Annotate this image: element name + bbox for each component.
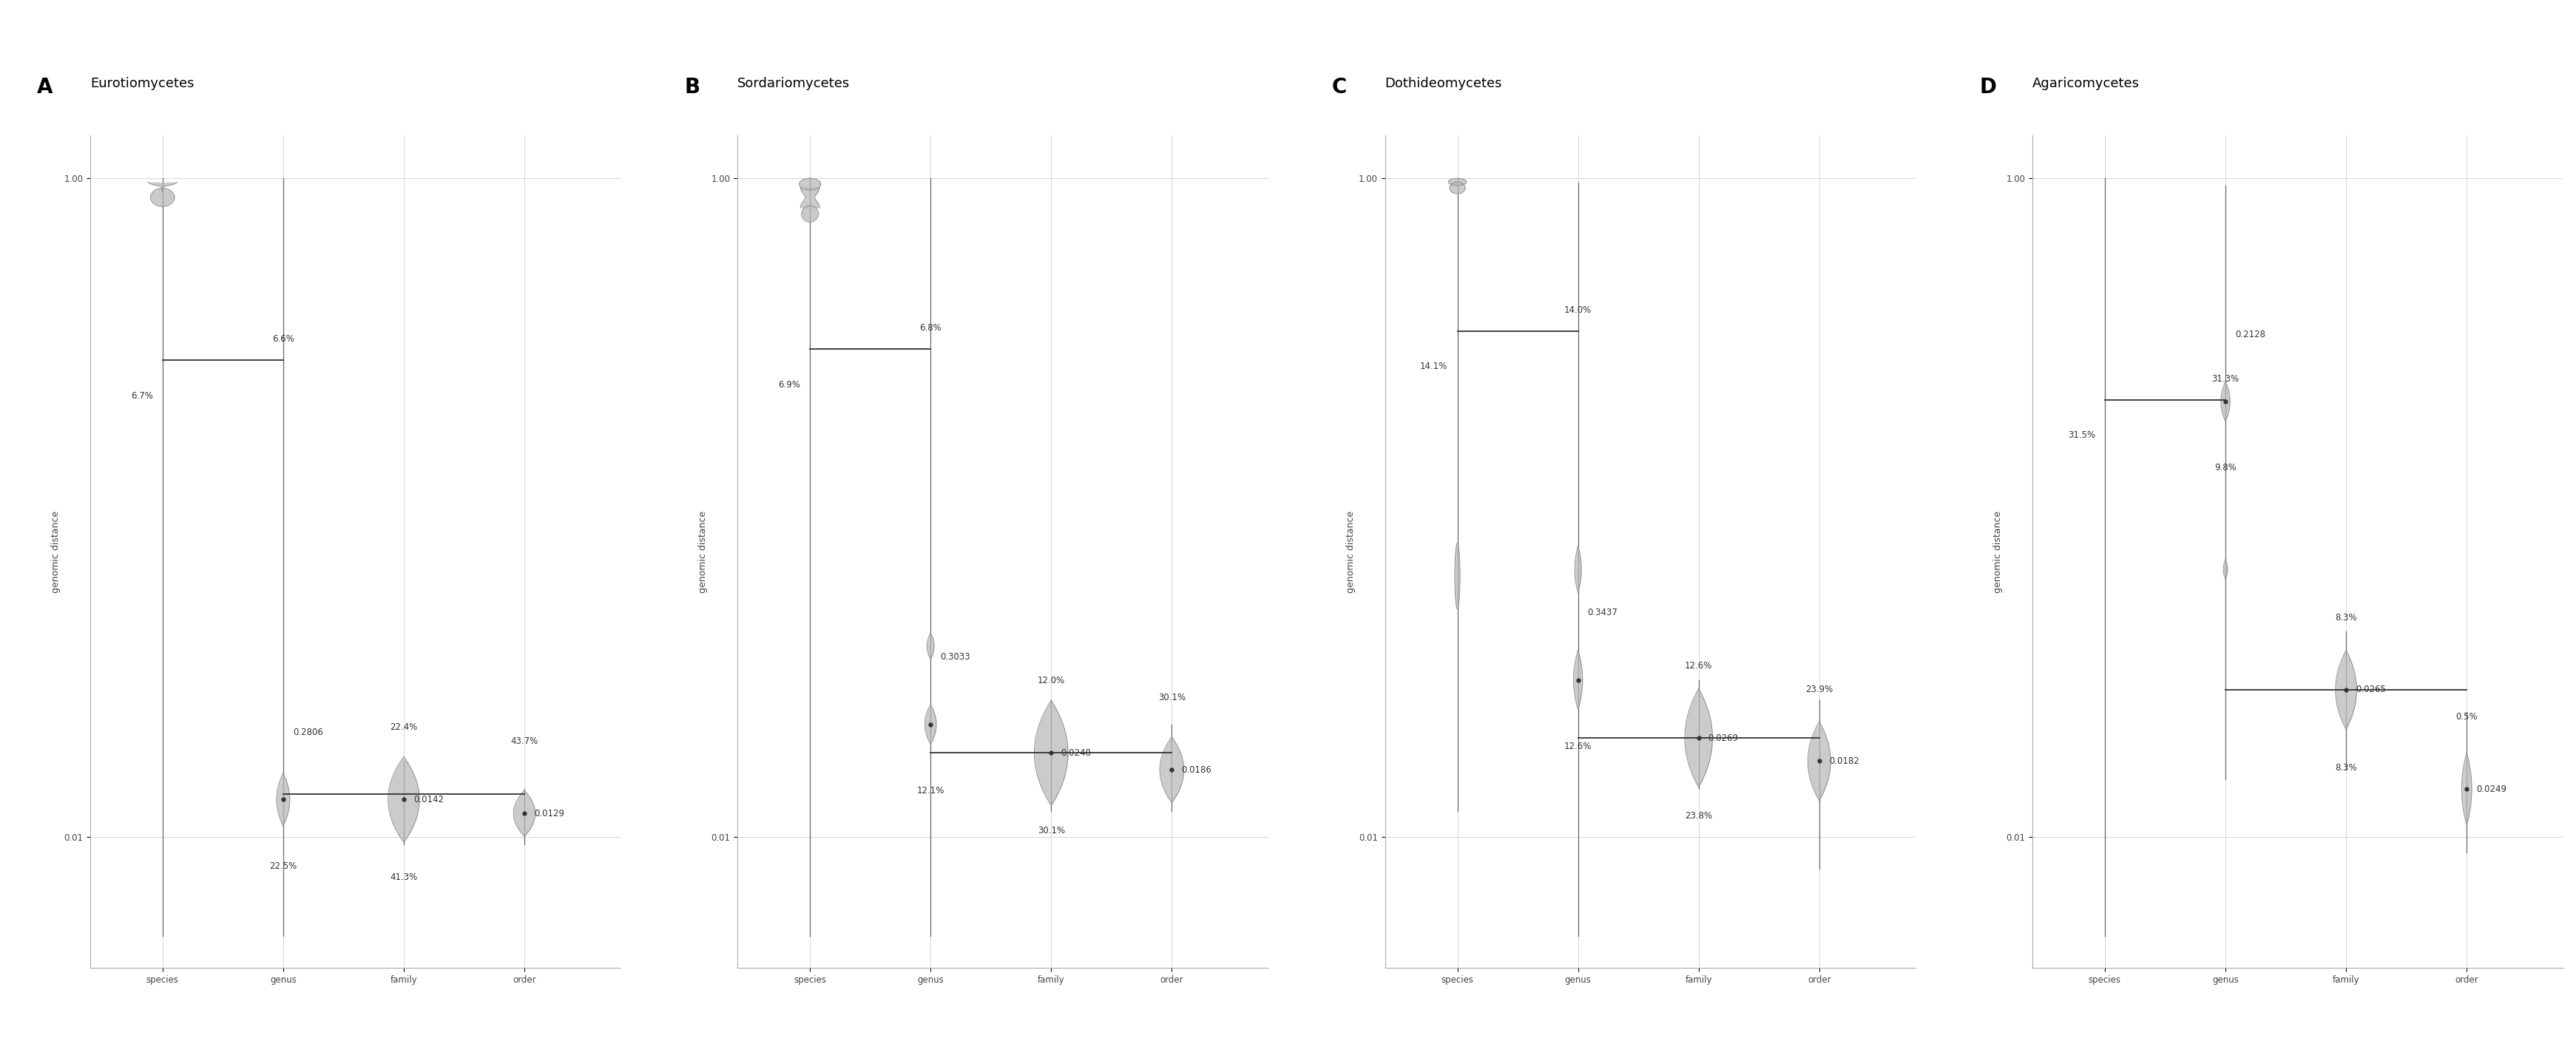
Text: 30.1%: 30.1% bbox=[1159, 693, 1185, 703]
Text: 31.3%: 31.3% bbox=[2213, 374, 2239, 383]
Text: 9.8%: 9.8% bbox=[2215, 463, 2236, 473]
Text: 6.7%: 6.7% bbox=[131, 390, 152, 401]
Text: 0.0249: 0.0249 bbox=[2476, 784, 2506, 793]
Text: 41.3%: 41.3% bbox=[389, 872, 417, 882]
Text: 23.9%: 23.9% bbox=[1806, 684, 1834, 694]
Text: 22.4%: 22.4% bbox=[389, 722, 417, 732]
Y-axis label: genomic distance: genomic distance bbox=[698, 511, 708, 592]
Y-axis label: genomic distance: genomic distance bbox=[52, 511, 62, 592]
Text: 12.6%: 12.6% bbox=[1564, 741, 1592, 752]
Text: 8.3%: 8.3% bbox=[2334, 763, 2357, 772]
Text: 14.0%: 14.0% bbox=[1564, 305, 1592, 314]
Polygon shape bbox=[799, 178, 822, 191]
Text: 0.0142: 0.0142 bbox=[412, 794, 443, 805]
Polygon shape bbox=[801, 205, 819, 222]
Text: C: C bbox=[1332, 77, 1347, 98]
Text: A: A bbox=[36, 77, 54, 98]
Polygon shape bbox=[1448, 178, 1466, 185]
Text: 0.3033: 0.3033 bbox=[940, 653, 971, 662]
Text: 22.5%: 22.5% bbox=[270, 861, 296, 870]
Text: 6.9%: 6.9% bbox=[778, 380, 801, 389]
Text: 0.3437: 0.3437 bbox=[1587, 608, 1618, 617]
Text: 0.0265: 0.0265 bbox=[2354, 685, 2385, 694]
Text: 14.1%: 14.1% bbox=[1419, 362, 1448, 372]
Text: 0.0182: 0.0182 bbox=[1829, 757, 1860, 766]
Text: Agaricomycetes: Agaricomycetes bbox=[2032, 77, 2141, 91]
Text: Sordariomycetes: Sordariomycetes bbox=[737, 77, 850, 91]
Text: 0.2128: 0.2128 bbox=[2236, 330, 2264, 339]
Text: 31.5%: 31.5% bbox=[2069, 430, 2094, 440]
Y-axis label: genomic distance: genomic distance bbox=[1345, 511, 1355, 592]
Text: 6.6%: 6.6% bbox=[273, 334, 294, 344]
Text: 0.5%: 0.5% bbox=[2455, 712, 2478, 721]
Text: D: D bbox=[1978, 77, 1996, 98]
Text: 0.0129: 0.0129 bbox=[533, 809, 564, 818]
Text: 12.0%: 12.0% bbox=[1038, 676, 1064, 686]
Text: 43.7%: 43.7% bbox=[510, 737, 538, 746]
Text: B: B bbox=[685, 77, 701, 98]
Y-axis label: genomic distance: genomic distance bbox=[1994, 511, 2004, 592]
Polygon shape bbox=[1450, 182, 1466, 194]
Text: 0.0186: 0.0186 bbox=[1182, 765, 1211, 775]
Text: 0.0269: 0.0269 bbox=[1708, 733, 1739, 742]
Text: Eurotiomycetes: Eurotiomycetes bbox=[90, 77, 193, 91]
Text: 0.0248: 0.0248 bbox=[1061, 748, 1092, 758]
Text: 30.1%: 30.1% bbox=[1038, 827, 1064, 836]
Text: 23.8%: 23.8% bbox=[1685, 811, 1713, 820]
Text: 12.1%: 12.1% bbox=[917, 786, 945, 795]
Polygon shape bbox=[1455, 543, 1461, 609]
Text: 12.6%: 12.6% bbox=[1685, 661, 1713, 670]
Text: 8.3%: 8.3% bbox=[2334, 613, 2357, 623]
Text: Dothideomycetes: Dothideomycetes bbox=[1386, 77, 1502, 91]
Text: 6.8%: 6.8% bbox=[920, 323, 943, 333]
Polygon shape bbox=[149, 188, 175, 206]
Text: 0.2806: 0.2806 bbox=[294, 728, 322, 737]
